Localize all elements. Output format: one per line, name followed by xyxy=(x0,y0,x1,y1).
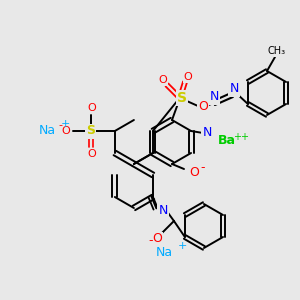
Text: N: N xyxy=(158,205,168,218)
Text: O: O xyxy=(88,103,96,113)
Text: CH₃: CH₃ xyxy=(268,46,286,56)
Text: N: N xyxy=(202,127,212,140)
Text: Ba: Ba xyxy=(218,134,236,148)
Text: -: - xyxy=(201,161,205,175)
Text: -: - xyxy=(148,234,152,247)
Text: ++: ++ xyxy=(233,132,249,142)
Text: N: N xyxy=(209,91,219,103)
Text: +: + xyxy=(178,241,187,251)
Text: Na: Na xyxy=(38,124,56,137)
Text: O: O xyxy=(88,149,96,159)
Text: N: N xyxy=(229,82,239,95)
Text: S: S xyxy=(86,124,95,137)
Text: S: S xyxy=(177,91,187,105)
Text: -: - xyxy=(59,120,63,130)
Text: O: O xyxy=(189,166,199,178)
Text: O: O xyxy=(198,100,208,112)
Text: O: O xyxy=(152,232,162,245)
Text: O: O xyxy=(61,126,70,136)
Text: Na: Na xyxy=(155,247,172,260)
Text: O: O xyxy=(159,75,167,85)
Text: O: O xyxy=(184,72,192,82)
Text: +: + xyxy=(61,119,70,129)
